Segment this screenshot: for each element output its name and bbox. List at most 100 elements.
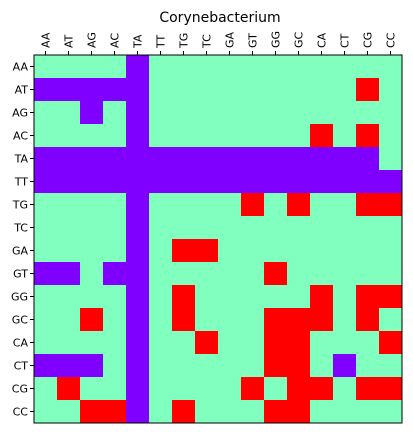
heatmap-cell (149, 239, 173, 263)
x-tick-label: GA (224, 31, 237, 48)
heatmap-cell (80, 55, 104, 79)
x-tick-label: TG (178, 33, 191, 49)
heatmap-cell (149, 55, 173, 79)
heatmap-cell (149, 354, 173, 378)
heatmap-cell (264, 124, 288, 148)
heatmap-cell (379, 239, 403, 263)
heatmap-cell (379, 216, 403, 240)
x-tick-label: CT (339, 33, 352, 48)
heatmap-cell (241, 331, 265, 355)
heatmap-cell (80, 147, 104, 171)
heatmap-cell (34, 193, 58, 217)
heatmap-cell (218, 400, 242, 424)
heatmap-cell (356, 101, 380, 125)
heatmap-cell (287, 262, 311, 286)
heatmap-cell (103, 193, 127, 217)
heatmap-cell (126, 78, 150, 102)
heatmap-cell (218, 262, 242, 286)
heatmap-cell (218, 55, 242, 79)
heatmap-cell (356, 308, 380, 332)
heatmap-cell (34, 262, 58, 286)
heatmap-cell (356, 147, 380, 171)
heatmap-cell (172, 170, 196, 194)
heatmap-cell (195, 400, 219, 424)
heatmap-cell (80, 377, 104, 401)
heatmap-cell (264, 308, 288, 332)
heatmap-cell (57, 354, 81, 378)
heatmap-cell (34, 101, 58, 125)
heatmap-cell (34, 147, 58, 171)
heatmap-cell (149, 377, 173, 401)
heatmap-cell (126, 262, 150, 286)
heatmap-cell (149, 124, 173, 148)
heatmap-cell (379, 308, 403, 332)
heatmap-cell (310, 170, 334, 194)
y-tick-label: CA (13, 337, 29, 350)
heatmap-cell (356, 262, 380, 286)
y-tick-label: GT (13, 268, 28, 281)
heatmap-cell (310, 285, 334, 309)
heatmap-cell (195, 354, 219, 378)
heatmap-cell (80, 354, 104, 378)
heatmap-cell (172, 285, 196, 309)
heatmap-cell (356, 55, 380, 79)
heatmap-cell (264, 285, 288, 309)
heatmap-cell (287, 331, 311, 355)
heatmap-cell (80, 170, 104, 194)
heatmap-cell (310, 78, 334, 102)
heatmap-cell (264, 216, 288, 240)
heatmap-cell (172, 193, 196, 217)
x-tick-label: CA (316, 32, 329, 48)
heatmap-cell (333, 354, 357, 378)
heatmap-cell (218, 377, 242, 401)
heatmap-cell (172, 124, 196, 148)
heatmap-cell (34, 216, 58, 240)
heatmap-cell (287, 147, 311, 171)
heatmap-cell (287, 285, 311, 309)
heatmap-cell (218, 101, 242, 125)
heatmap-cell (149, 78, 173, 102)
x-tick-label: AA (40, 32, 53, 48)
heatmap-cell (356, 377, 380, 401)
y-tick-label: AT (15, 84, 29, 97)
heatmap-cell (149, 147, 173, 171)
heatmap-cell (356, 400, 380, 424)
heatmap-cell (310, 193, 334, 217)
y-tick-label: TG (12, 199, 28, 212)
heatmap-cell (103, 101, 127, 125)
x-tick-label: CC (385, 32, 398, 48)
heatmap-cell (264, 55, 288, 79)
heatmap-cell (241, 55, 265, 79)
heatmap-cell (333, 262, 357, 286)
heatmap-cell (103, 377, 127, 401)
heatmap-cell (149, 308, 173, 332)
heatmap-cell (310, 216, 334, 240)
heatmap-cell (379, 170, 403, 194)
heatmap-cell (103, 331, 127, 355)
heatmap-cell (310, 377, 334, 401)
heatmap-cell (126, 400, 150, 424)
heatmap-cell (264, 170, 288, 194)
heatmap-cell (34, 55, 58, 79)
heatmap-cell (126, 55, 150, 79)
heatmap-cell (333, 285, 357, 309)
heatmap-cell (310, 308, 334, 332)
heatmap-cell (57, 285, 81, 309)
heatmap-cell (149, 193, 173, 217)
heatmap-cell (241, 377, 265, 401)
heatmap-cell (80, 193, 104, 217)
heatmap-cell (57, 193, 81, 217)
y-tick-label: TC (13, 222, 28, 235)
heatmap-cell (57, 147, 81, 171)
heatmap-cell (103, 124, 127, 148)
heatmap-cell (57, 331, 81, 355)
heatmap-cell (241, 262, 265, 286)
heatmap-cell (241, 147, 265, 171)
heatmap-cell (103, 239, 127, 263)
heatmap-cell (103, 170, 127, 194)
heatmap-cell (264, 262, 288, 286)
heatmap-cell (172, 147, 196, 171)
x-tick-label: TA (132, 34, 145, 49)
heatmap-cell (287, 170, 311, 194)
